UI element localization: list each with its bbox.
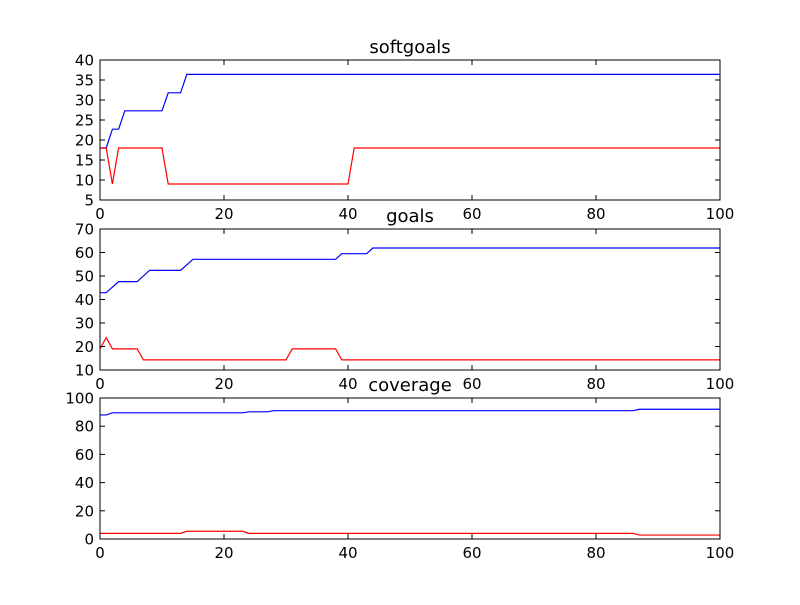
x-tick-label: 40 xyxy=(338,205,357,223)
x-tick-label: 0 xyxy=(95,205,105,223)
y-tick-label: 30 xyxy=(75,92,94,110)
subplot-title: goals xyxy=(386,206,434,227)
y-tick-label: 15 xyxy=(75,152,94,170)
y-tick-label: 5 xyxy=(84,192,94,210)
subplot-title: softgoals xyxy=(369,37,450,58)
y-tick-label: 40 xyxy=(75,52,94,70)
x-tick-label: 80 xyxy=(586,544,605,562)
x-tick-label: 60 xyxy=(462,375,481,393)
y-tick-label: 70 xyxy=(75,221,94,239)
y-tick-label: 30 xyxy=(75,315,94,333)
y-tick-label: 100 xyxy=(65,390,94,408)
x-tick-label: 100 xyxy=(706,205,735,223)
x-tick-label: 100 xyxy=(706,375,735,393)
subplot-title: coverage xyxy=(368,375,452,396)
x-tick-label: 40 xyxy=(338,544,357,562)
x-tick-label: 100 xyxy=(706,544,735,562)
y-tick-label: 50 xyxy=(75,268,94,286)
axes-frame xyxy=(99,228,721,371)
axes-frame xyxy=(99,59,721,201)
y-tick-label: 60 xyxy=(75,244,94,262)
y-tick-label: 60 xyxy=(75,446,94,464)
y-tick-label: 10 xyxy=(75,172,94,190)
subplot-goals: 0 20 40 60 80 100 10 20 30 40 50 60 70 goals xyxy=(75,206,734,393)
y-tick-label: 80 xyxy=(75,418,94,436)
red-series-line xyxy=(100,530,720,536)
x-tick-label: 40 xyxy=(338,375,357,393)
x-tick-label: 80 xyxy=(586,205,605,223)
blue-series-line xyxy=(100,408,720,416)
x-tick-label: 0 xyxy=(95,375,105,393)
y-tick-label: 25 xyxy=(75,112,94,130)
red-series-line xyxy=(100,147,720,185)
y-tick-label: 40 xyxy=(75,474,94,492)
subplot-softgoals: 0 20 40 60 80 100 5 10 15 20 25 30 35 40 softgoals xyxy=(75,37,734,223)
y-tick-label: 10 xyxy=(75,362,94,380)
axes-frame xyxy=(99,397,721,540)
x-tick-label: 20 xyxy=(214,544,233,562)
y-tick-label: 20 xyxy=(75,502,94,520)
x-tick-label: 60 xyxy=(462,205,481,223)
x-tick-label: 0 xyxy=(95,544,105,562)
y-tick-label: 40 xyxy=(75,291,94,309)
blue-series-line xyxy=(100,73,720,149)
y-tick-label: 0 xyxy=(84,531,94,549)
x-tick-label: 80 xyxy=(586,375,605,393)
x-tick-label: 20 xyxy=(214,375,233,393)
red-series-line xyxy=(100,336,720,361)
y-tick-label: 20 xyxy=(75,132,94,150)
y-tick-label: 20 xyxy=(75,338,94,356)
x-tick-label: 60 xyxy=(462,544,481,562)
blue-series-line xyxy=(100,247,720,294)
x-tick-label: 20 xyxy=(214,205,233,223)
y-tick-label: 35 xyxy=(75,72,94,90)
